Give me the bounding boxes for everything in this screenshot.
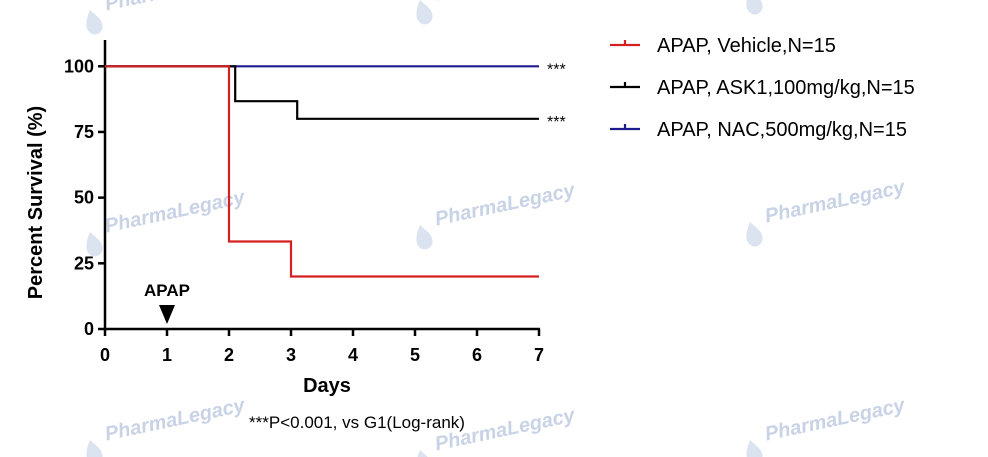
series-line-1 — [105, 65, 539, 278]
legend-item-2: APAP, ASK1,100mg/kg,N=15 — [610, 77, 915, 99]
x-tick-label: 5 — [410, 345, 420, 365]
watermark-logo: PharmaLegacy — [416, 0, 578, 25]
y-tick-label: 50 — [74, 188, 94, 208]
annotation-layer: *** *** APAP — [144, 61, 566, 324]
series-layer — [105, 65, 539, 278]
watermark-drop-icon — [746, 0, 763, 15]
watermark-text: PharmaLegacy — [433, 179, 578, 230]
watermark-drop-icon — [416, 450, 433, 457]
x-tick-label: 6 — [472, 345, 482, 365]
down-triangle-icon — [159, 305, 175, 324]
watermark-drop-icon — [416, 225, 433, 250]
watermark-text: PharmaLegacy — [103, 186, 248, 237]
watermark-text: PharmaLegacy — [103, 394, 248, 445]
y-axis-title: Percent Survival (%) — [25, 106, 47, 299]
series-line-2 — [105, 65, 539, 120]
x-tick-label: 7 — [534, 345, 544, 365]
watermark-logo: PharmaLegacy — [746, 176, 908, 247]
x-tick-label: 1 — [162, 345, 172, 365]
y-tick-label: 100 — [64, 56, 94, 76]
watermark-logo: PharmaLegacy — [86, 394, 248, 457]
x-tick-label: 4 — [348, 345, 358, 365]
legend-label: APAP, Vehicle,N=15 — [657, 35, 836, 57]
watermark-drop-icon — [86, 232, 103, 257]
x-tick-label: 0 — [100, 345, 110, 365]
y-tick-label: 75 — [74, 122, 94, 142]
x-tick-label: 3 — [286, 345, 296, 365]
legend-item-1: APAP, Vehicle,N=15 — [610, 35, 836, 57]
watermark-drop-icon — [746, 440, 763, 457]
watermark-text: PharmaLegacy — [763, 394, 908, 445]
watermark-drop-icon — [416, 0, 433, 25]
legend-label: APAP, NAC,500mg/kg,N=15 — [657, 119, 907, 141]
watermark-logo: PharmaLegacy — [416, 179, 578, 250]
legend-item-3: APAP, NAC,500mg/kg,N=15 — [610, 119, 907, 141]
watermark-logo: PharmaLegacy — [746, 394, 908, 457]
watermark-text: PharmaLegacy — [103, 0, 248, 15]
legend: APAP, Vehicle,N=15 APAP, ASK1,100mg/kg,N=… — [610, 35, 915, 141]
watermark-drop-icon — [86, 440, 103, 457]
watermark-drop-icon — [86, 10, 103, 35]
x-axis-title: Days — [303, 375, 351, 397]
watermark-logo: PharmaLegacy — [86, 0, 248, 35]
y-tick-label: 25 — [74, 253, 94, 273]
significance-marker-2: *** — [547, 114, 566, 131]
watermark-text: PharmaLegacy — [763, 176, 908, 227]
watermark-drop-icon — [746, 222, 763, 247]
legend-label: APAP, ASK1,100mg/kg,N=15 — [657, 77, 915, 99]
footnote: ***P<0.001, vs G1(Log-rank) — [249, 413, 465, 432]
x-tick-label: 2 — [224, 345, 234, 365]
y-tick-label: 0 — [84, 319, 94, 339]
watermark-layer: PharmaLegacy PharmaLegacy PharmaLegacy Phar… — [86, 0, 908, 457]
watermark-logo: PharmaLegacy — [746, 0, 763, 15]
annotation-label: APAP — [144, 281, 190, 300]
watermark-text: PharmaLegacy — [433, 0, 578, 5]
axes: 0 25 50 75 100 0 1 2 3 4 5 6 7 Days Percent Survival (… — [25, 40, 544, 397]
significance-marker-3: *** — [547, 61, 566, 78]
